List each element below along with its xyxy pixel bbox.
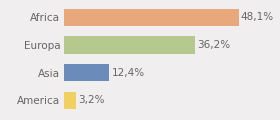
Text: 3,2%: 3,2% — [78, 95, 105, 105]
Text: 12,4%: 12,4% — [111, 68, 144, 78]
Text: 48,1%: 48,1% — [241, 12, 274, 22]
Bar — [64, 64, 109, 81]
Bar — [64, 92, 76, 109]
Bar — [64, 36, 195, 54]
Text: 36,2%: 36,2% — [198, 40, 231, 50]
Bar — [64, 9, 239, 26]
